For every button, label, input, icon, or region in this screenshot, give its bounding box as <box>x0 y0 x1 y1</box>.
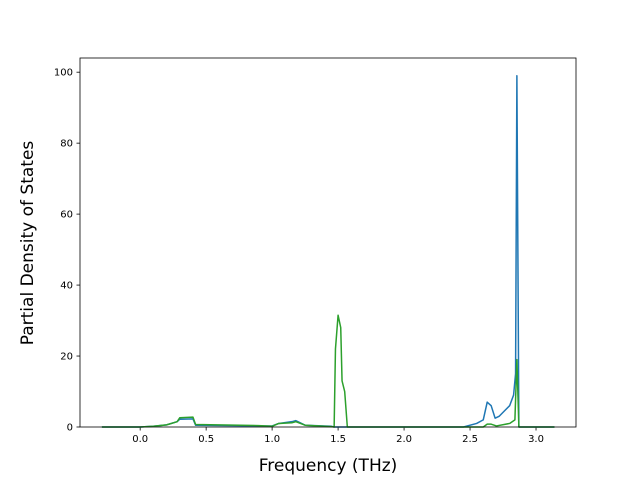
y-tick-label: 100 <box>54 68 73 79</box>
x-tick-label: 2.5 <box>462 434 478 445</box>
y-tick-label: 20 <box>60 352 73 363</box>
y-tick-label: 60 <box>60 210 73 221</box>
x-axis-label: Frequency (THz) <box>259 456 398 476</box>
x-tick-label: 1.5 <box>330 434 346 445</box>
y-tick-label: 40 <box>60 281 73 292</box>
x-tick-label: 0.5 <box>198 434 214 445</box>
y-tick-label: 0 <box>67 423 73 434</box>
y-axis-label: Partial Density of States <box>18 141 38 346</box>
plot-frame <box>79 57 577 428</box>
x-tick-label: 1.0 <box>264 434 280 445</box>
x-tick-label: 0.0 <box>132 434 148 445</box>
y-tick-label: 80 <box>60 139 73 150</box>
x-tick-label: 2.0 <box>396 434 412 445</box>
x-tick-label: 3.0 <box>528 434 544 445</box>
